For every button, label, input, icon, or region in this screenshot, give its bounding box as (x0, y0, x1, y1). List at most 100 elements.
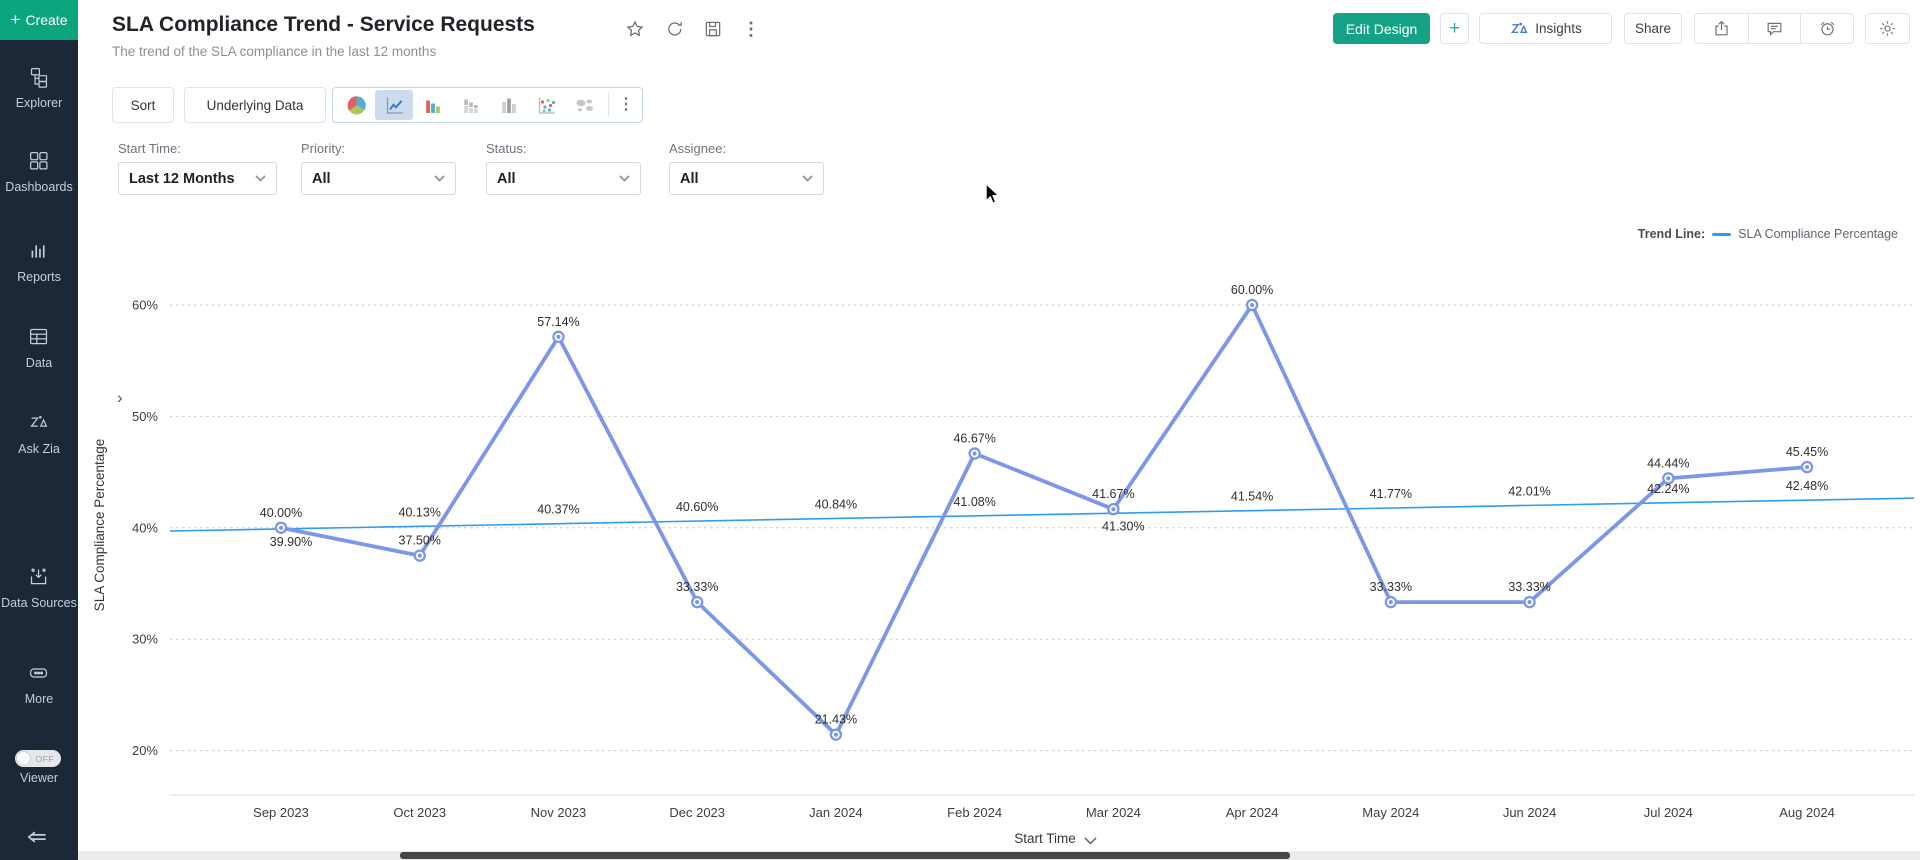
chevron-down-icon (802, 175, 813, 182)
create-button-label: Create (25, 12, 68, 28)
bar-chart-icon[interactable] (413, 90, 451, 120)
x-axis-title[interactable]: Start Time (1014, 831, 1076, 846)
filter-label: Status: (486, 141, 527, 156)
series-line (280, 303, 1808, 737)
data-point-marker-center (1388, 600, 1393, 605)
legend-series-name[interactable]: SLA Compliance Percentage (1738, 227, 1898, 241)
save-icon[interactable] (700, 16, 726, 42)
underlying-data-button[interactable]: Underlying Data (184, 87, 326, 123)
sidebar: + Create Explorer Dashboards Reports Data As… (0, 0, 78, 860)
data-point-marker-center (1804, 464, 1810, 470)
edit-design-button[interactable]: Edit Design (1333, 13, 1430, 44)
more-icon (30, 668, 48, 678)
map-icon[interactable] (565, 90, 603, 120)
data-point-label: 33.33% (1370, 580, 1412, 594)
x-tick-label: Jun 2024 (1503, 805, 1557, 820)
refresh-icon[interactable] (662, 16, 688, 42)
trend-point-label: 40.84% (815, 497, 857, 511)
add-report-button[interactable]: + (1440, 13, 1469, 44)
filter-select-start-time[interactable]: Last 12 Months (118, 162, 277, 195)
chevron-down-icon (619, 175, 630, 182)
filter-select-priority[interactable]: All (301, 162, 456, 195)
scrollbar-thumb[interactable] (400, 852, 1290, 859)
x-tick-label: Mar 2024 (1086, 805, 1141, 820)
data-point-marker-center (1527, 600, 1532, 605)
trend-point-label: 39.90% (270, 535, 312, 549)
comments-icon[interactable] (1747, 14, 1801, 43)
data-point-label: 40.00% (260, 506, 302, 520)
viewer-label: Viewer (20, 771, 58, 785)
chevron-down-icon (434, 175, 445, 182)
y-tick-label: 50% (132, 409, 158, 424)
sidebar-item-ask-zia[interactable]: Ask Zia (0, 412, 78, 456)
pie-chart-icon[interactable] (337, 90, 375, 120)
data-point-marker-center (278, 525, 284, 530)
data-point-label: 41.67% (1092, 487, 1134, 501)
chevron-down-icon (255, 175, 266, 182)
data-point-label: 33.33% (676, 580, 718, 594)
data-icon (30, 328, 48, 345)
grouped-bar-icon[interactable] (489, 90, 527, 120)
filter-label: Start Time: (118, 141, 181, 156)
trend-point-label: 40.13% (399, 505, 441, 519)
reports-icon (31, 245, 45, 258)
trend-point-label: 42.01% (1508, 484, 1550, 498)
stacked-bar-icon[interactable] (451, 90, 489, 120)
create-button[interactable]: + Create (0, 0, 78, 40)
insights-button[interactable]: Insights (1479, 13, 1612, 44)
filter-label: Priority: (301, 141, 346, 156)
sidebar-item-data[interactable]: Data (0, 326, 78, 370)
filter-value: All (680, 170, 699, 187)
sidebar-item-explorer[interactable]: Explorer (0, 66, 78, 110)
alerts-clock-icon[interactable] (1800, 14, 1853, 43)
sidebar-item-data-sources[interactable]: Data Sources (0, 566, 78, 610)
data-point-label: 57.14% (537, 315, 579, 329)
sidebar-item-dashboards[interactable]: Dashboards (0, 150, 78, 194)
filter-select-assignee[interactable]: All (669, 162, 824, 195)
x-tick-label: Sep 2023 (253, 805, 309, 820)
x-tick-label: Apr 2024 (1226, 805, 1279, 820)
sort-button[interactable]: Sort (112, 87, 174, 123)
title-kebab-menu-icon[interactable]: ⋮ (742, 18, 760, 39)
trend-point-label: 41.08% (953, 495, 995, 509)
sidebar-collapse-button[interactable] (24, 824, 54, 855)
dashboards-icon (30, 152, 48, 170)
data-point-marker-center (417, 553, 422, 558)
data-point-label: 37.50% (399, 534, 441, 548)
data-point-marker-center (1666, 476, 1671, 481)
line-chart-icon[interactable] (375, 90, 413, 120)
data-point-label: 45.45% (1786, 445, 1828, 459)
sidebar-item-more[interactable]: More (0, 662, 78, 706)
trend-point-label: 42.48% (1786, 479, 1828, 493)
sidebar-item-reports[interactable]: Reports (0, 240, 78, 284)
filter-select-status[interactable]: All (486, 162, 641, 195)
trend-point-label: 41.54% (1231, 490, 1273, 504)
ask-zia-icon (30, 415, 48, 427)
data-point-label: 60.00% (1231, 283, 1273, 297)
filter-label: Assignee: (669, 141, 727, 156)
data-point-marker-center (695, 600, 700, 605)
add-plus-icon: + (1448, 17, 1461, 39)
share-button[interactable]: Share (1624, 13, 1682, 44)
data-point-marker-center (556, 334, 561, 339)
filter-value: All (497, 170, 516, 187)
settings-group (1865, 13, 1910, 44)
scatter-icon[interactable] (527, 90, 565, 120)
settings-gear-icon[interactable] (1866, 14, 1909, 43)
more-chart-options-icon[interactable]: ⋮ (618, 96, 634, 113)
viewer-toggle-switch[interactable]: OFF (15, 750, 61, 767)
sidebar-item-label: Ask Zia (18, 442, 60, 456)
y-axis-expand-icon[interactable]: › (117, 388, 123, 407)
header-icon-group (1694, 13, 1854, 44)
sidebar-item-label: Data (25, 356, 53, 370)
x-axis-chevron-icon[interactable] (1084, 837, 1097, 845)
favorite-star-icon[interactable] (622, 16, 648, 42)
page-subtitle: The trend of the SLA compliance in the l… (112, 44, 437, 59)
sla-trend-chart: 20% 30% 40% 50% 60% Sep 2023 Oct 2023 Nov 2023 D… (92, 283, 1915, 846)
horizontal-scrollbar[interactable] (78, 851, 1920, 860)
data-point-label: 21.43% (815, 713, 857, 727)
export-icon[interactable] (1695, 14, 1748, 43)
filter-value: Last 12 Months (129, 170, 235, 187)
collapse-arrow-icon (27, 831, 46, 843)
